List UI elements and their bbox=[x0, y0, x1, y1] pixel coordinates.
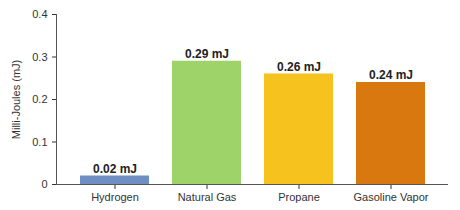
svg-text:Natural Gas: Natural Gas bbox=[178, 191, 237, 203]
svg-text:0.29 mJ: 0.29 mJ bbox=[185, 47, 229, 61]
svg-text:Gasoline Vapor: Gasoline Vapor bbox=[353, 191, 428, 203]
svg-text:Hydrogen: Hydrogen bbox=[91, 191, 139, 203]
svg-text:0.1: 0.1 bbox=[32, 136, 47, 148]
svg-text:0.24 mJ: 0.24 mJ bbox=[369, 68, 413, 82]
svg-text:Milli-Joules (mJ): Milli-Joules (mJ) bbox=[10, 60, 22, 139]
svg-text:0: 0 bbox=[41, 178, 47, 190]
svg-text:0.02 mJ: 0.02 mJ bbox=[93, 162, 137, 176]
svg-text:0.3: 0.3 bbox=[32, 51, 47, 63]
svg-text:0.2: 0.2 bbox=[32, 93, 47, 105]
svg-text:0.4: 0.4 bbox=[32, 8, 47, 20]
svg-text:0.26 mJ: 0.26 mJ bbox=[277, 60, 321, 74]
svg-text:Propane: Propane bbox=[278, 191, 320, 203]
